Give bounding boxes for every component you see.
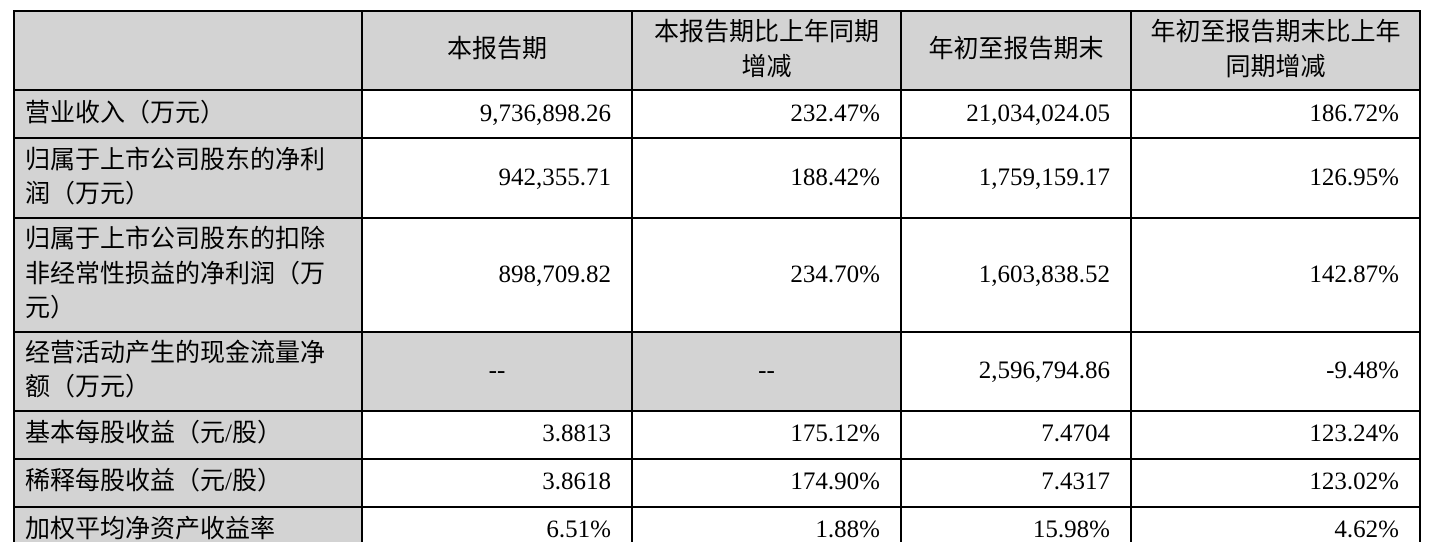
row-label: 稀释每股收益（元/股） (13, 457, 363, 508)
cell-value: 123.02% (1130, 457, 1421, 508)
cell-value: 126.95% (1130, 137, 1421, 219)
row-label: 归属于上市公司股东的净利润（万元） (13, 137, 363, 219)
cell-value: 1.88% (631, 505, 902, 542)
cell-value: 9,736,898.26 (361, 89, 633, 139)
financial-summary-table: 本报告期 本报告期比上年同期增减 年初至报告期末 年初至报告期末比上年同期增减 … (13, 10, 1421, 542)
cell-value: 1,603,838.52 (900, 217, 1132, 333)
cell-value-dash: -- (361, 330, 633, 412)
table-row-weighted-avg-roe: 加权平均净资产收益率 6.51% 1.88% 15.98% 4.62% (13, 505, 1421, 542)
row-label: 经营活动产生的现金流量净额（万元） (13, 330, 363, 412)
cell-value: 188.42% (631, 137, 902, 219)
cell-value: 175.12% (631, 409, 902, 460)
table-row-operating-revenue: 营业收入（万元） 9,736,898.26 232.47% 21,034,024… (13, 89, 1421, 139)
table-body: 营业收入（万元） 9,736,898.26 232.47% 21,034,024… (13, 89, 1421, 542)
cell-value: 21,034,024.05 (900, 89, 1132, 139)
cell-value: 7.4704 (900, 409, 1132, 460)
cell-value: 3.8618 (361, 457, 633, 508)
cell-value: 1,759,159.17 (900, 137, 1132, 219)
table-row-basic-eps: 基本每股收益（元/股） 3.8813 175.12% 7.4704 123.24… (13, 409, 1421, 460)
row-label: 营业收入（万元） (13, 89, 363, 139)
header-row: 本报告期 本报告期比上年同期增减 年初至报告期末 年初至报告期末比上年同期增减 (13, 10, 1421, 91)
cell-value: 234.70% (631, 217, 902, 333)
cell-value: 142.87% (1130, 217, 1421, 333)
cell-value: 942,355.71 (361, 137, 633, 219)
cell-value: 123.24% (1130, 409, 1421, 460)
cell-value-dash: -- (631, 330, 902, 412)
column-header-current-period: 本报告期 (361, 10, 633, 91)
corner-cell (13, 10, 363, 91)
table-row-net-profit: 归属于上市公司股东的净利润（万元） 942,355.71 188.42% 1,7… (13, 137, 1421, 219)
table-row-operating-cash-flow: 经营活动产生的现金流量净额（万元） -- -- 2,596,794.86 -9.… (13, 330, 1421, 412)
column-header-year-to-date: 年初至报告期末 (900, 10, 1132, 91)
cell-value: 2,596,794.86 (900, 330, 1132, 412)
cell-value: 6.51% (361, 505, 633, 542)
cell-value: 174.90% (631, 457, 902, 508)
cell-value: -9.48% (1130, 330, 1421, 412)
table-row-diluted-eps: 稀释每股收益（元/股） 3.8618 174.90% 7.4317 123.02… (13, 457, 1421, 508)
cell-value: 7.4317 (900, 457, 1132, 508)
column-header-current-period-yoy-change: 本报告期比上年同期增减 (631, 10, 902, 91)
row-label: 归属于上市公司股东的扣除非经常性损益的净利润（万元） (13, 217, 363, 333)
column-header-year-to-date-yoy-change: 年初至报告期末比上年同期增减 (1130, 10, 1421, 91)
cell-value: 4.62% (1130, 505, 1421, 542)
cell-value: 15.98% (900, 505, 1132, 542)
table-row-net-profit-excl-nonrecurring: 归属于上市公司股东的扣除非经常性损益的净利润（万元） 898,709.82 23… (13, 217, 1421, 333)
row-label: 基本每股收益（元/股） (13, 409, 363, 460)
cell-value: 186.72% (1130, 89, 1421, 139)
table-header: 本报告期 本报告期比上年同期增减 年初至报告期末 年初至报告期末比上年同期增减 (13, 10, 1421, 91)
cell-value: 232.47% (631, 89, 902, 139)
cell-value: 3.8813 (361, 409, 633, 460)
row-label: 加权平均净资产收益率 (13, 505, 363, 542)
cell-value: 898,709.82 (361, 217, 633, 333)
